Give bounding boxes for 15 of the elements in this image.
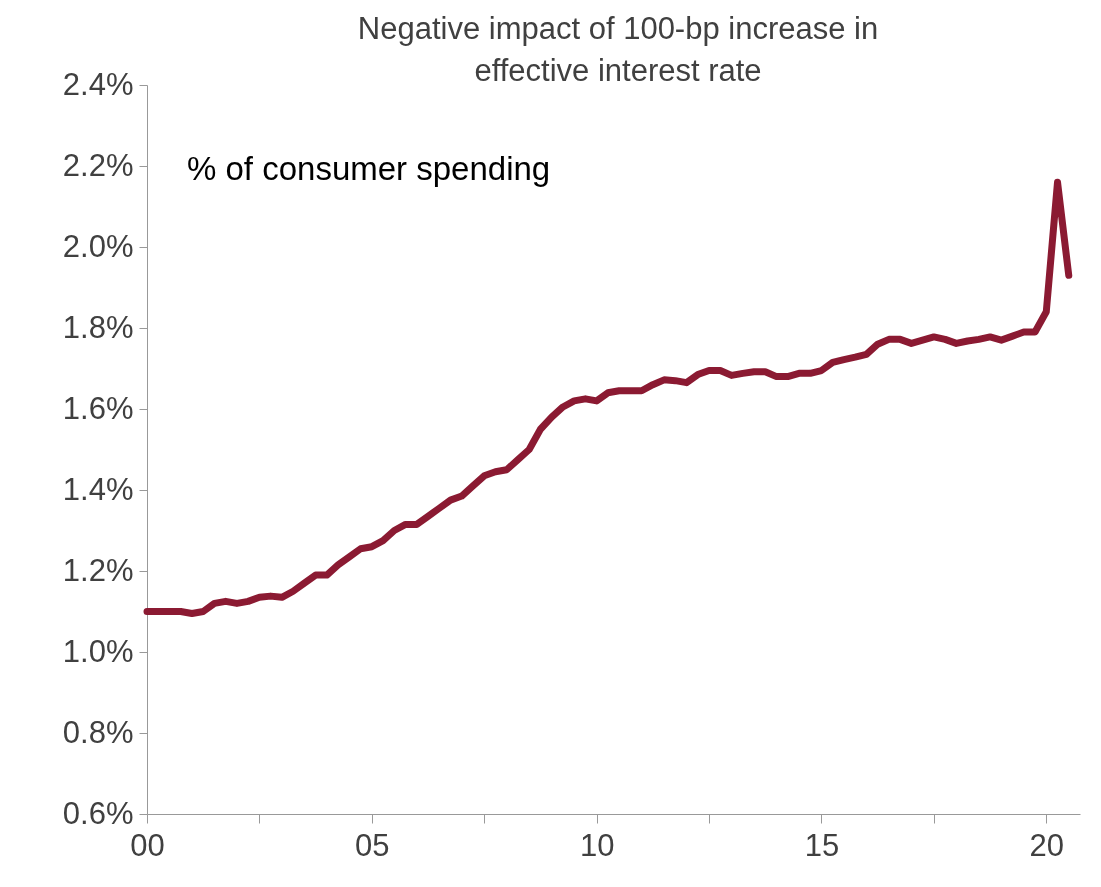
x-tick-label: 20 bbox=[1029, 827, 1065, 863]
chart-title: Negative impact of 100-bp increase in effective interest rate bbox=[357, 11, 879, 88]
y-tick-label: 1.4% bbox=[62, 471, 134, 507]
y-tick-label: 1.0% bbox=[62, 633, 134, 669]
y-tick-label: 1.8% bbox=[62, 309, 134, 345]
y-tick-label: 2.4% bbox=[62, 66, 134, 102]
x-tick-label: 15 bbox=[804, 827, 840, 863]
y-tick-label: 2.2% bbox=[62, 147, 134, 183]
x-tick-label: 10 bbox=[579, 827, 615, 863]
x-tick-label: 05 bbox=[355, 827, 390, 863]
y-tick-label: 1.6% bbox=[62, 390, 134, 426]
y-tick-label: 2.0% bbox=[62, 228, 134, 264]
y-tick-label: 1.2% bbox=[62, 552, 134, 588]
annotation: % of consumer spending bbox=[187, 150, 551, 187]
y-tick-label: 0.8% bbox=[62, 714, 134, 750]
